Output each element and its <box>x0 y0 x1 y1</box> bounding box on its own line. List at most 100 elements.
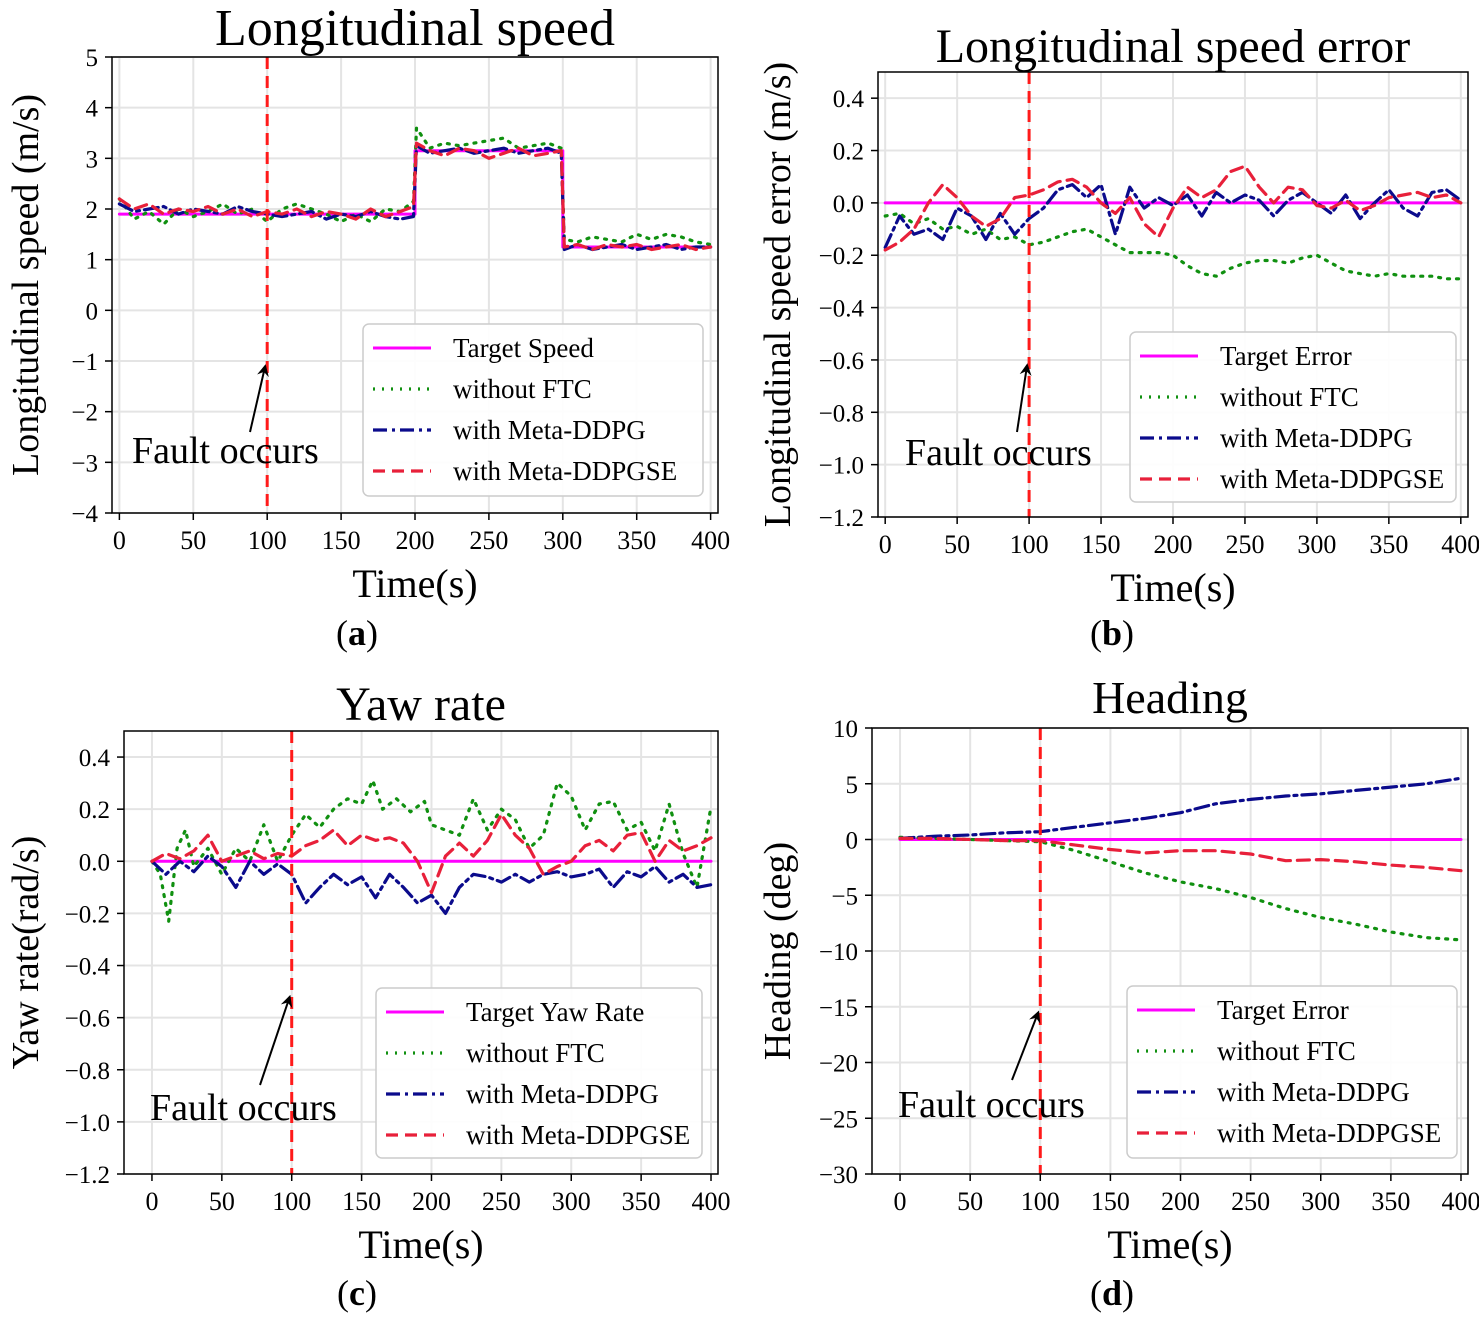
y-tick-label: −0.8 <box>819 400 864 427</box>
x-tick-label: 200 <box>1154 530 1193 559</box>
y-tick-label: −20 <box>819 1051 858 1078</box>
x-tick-label: 100 <box>248 526 287 555</box>
caption-b: (b) <box>1089 613 1135 653</box>
y-tick-label: −10 <box>819 939 858 966</box>
x-tick-label: 100 <box>1010 530 1049 559</box>
legend-label: with Meta-DDPG <box>453 415 646 445</box>
annotation-fault-occurs: Fault occurs <box>905 432 1092 474</box>
y-tick-label: 0.4 <box>79 745 111 772</box>
y-tick-label: −5 <box>831 883 858 910</box>
x-tick-label: 0 <box>879 530 892 559</box>
x-tick-label: 50 <box>957 1187 983 1216</box>
legend-box <box>1126 985 1458 1159</box>
x-tick-label: 350 <box>617 526 656 555</box>
y-tick-label: 0 <box>86 298 99 325</box>
chart-c: 0 50 100 150 200 250 300 350 400 −1.2 −1.0 −0.8 −0.6… <box>5 678 731 1267</box>
legend-label: without FTC <box>1217 1036 1356 1066</box>
chart-a: 0 50 100 150 200 250 300 350 400 −4 −3 −2 −1 0 1 2 3 4 5 Lo… <box>5 0 730 606</box>
series-with-meta-ddpgse <box>150 812 713 895</box>
x-tick-label: 350 <box>622 1187 661 1216</box>
series-with-meta-ddpg <box>150 854 713 916</box>
chart-title: Longitudinal speed error <box>936 20 1411 73</box>
y-tick-label: 5 <box>846 772 859 799</box>
legend-label: with Meta-DDPGSE <box>1217 1118 1441 1148</box>
x-tick-label: 100 <box>272 1187 311 1216</box>
series-without-ftc <box>150 778 713 923</box>
x-tick-label: 50 <box>209 1187 235 1216</box>
series-with-meta-ddpg <box>898 776 1463 841</box>
legend-label: with Meta-DDPGSE <box>1220 464 1444 494</box>
y-tick-label: 0.2 <box>833 139 864 166</box>
x-tick-label: 0 <box>145 1187 158 1216</box>
x-axis-label: Time(s) <box>1107 1222 1232 1267</box>
y-tick-label: −30 <box>819 1162 858 1189</box>
legend: Target Error without FTC with Meta-DDPG wit… <box>1126 985 1458 1159</box>
x-tick-label: 300 <box>1297 530 1336 559</box>
y-tick-label: 0 <box>846 828 859 855</box>
x-axis-label: Time(s) <box>1110 565 1235 610</box>
y-tick-label: −0.6 <box>819 348 864 375</box>
legend-label: Target Speed <box>453 333 594 363</box>
x-tick-label: 250 <box>1231 1187 1270 1216</box>
y-tick-label: 0.4 <box>833 86 865 113</box>
legend-label: with Meta-DDPGSE <box>466 1120 690 1150</box>
x-tick-label: 150 <box>1091 1187 1130 1216</box>
x-tick-label: 400 <box>691 526 730 555</box>
legend-label: without FTC <box>466 1038 605 1068</box>
y-axis-label: Longitudinal speed error (m/s) <box>757 62 799 527</box>
legend-label: without FTC <box>453 374 592 404</box>
y-tick-label: −0.4 <box>65 954 111 981</box>
series-with-meta-ddpgse <box>883 164 1463 252</box>
series-without-ftc <box>117 126 713 247</box>
chart-b: 0 50 100 150 200 250 300 350 400 −1.2 −1.0 −0.8 −0.6… <box>757 20 1479 610</box>
y-tick-label: −0.6 <box>65 1006 110 1033</box>
x-tick-label: 0 <box>113 526 126 555</box>
annotation-fault-occurs: Fault occurs <box>150 1087 337 1129</box>
y-tick-label: −1 <box>71 349 98 376</box>
legend-label: with Meta-DDPG <box>466 1079 659 1109</box>
y-axis-label: Yaw rate(rad/s) <box>5 836 47 1070</box>
y-tick-label: −1.0 <box>819 453 864 480</box>
x-tick-label: 50 <box>944 530 970 559</box>
y-tick-label: −25 <box>819 1106 858 1133</box>
x-tick-label: 50 <box>180 526 206 555</box>
legend: Target Speed without FTC with Meta-DDPG wit… <box>362 323 704 497</box>
annotation-arrow <box>1016 363 1032 433</box>
legend-box <box>375 987 703 1159</box>
y-tick-label: −15 <box>819 995 858 1022</box>
x-tick-label: 150 <box>342 1187 381 1216</box>
y-tick-label: 2 <box>86 197 99 224</box>
x-tick-label: 400 <box>692 1187 731 1216</box>
plot-frame <box>123 730 719 1175</box>
y-tick-label: 4 <box>86 96 99 123</box>
x-tick-label: 400 <box>1441 1187 1479 1216</box>
legend-label: with Meta-DDPG <box>1217 1077 1410 1107</box>
x-tick-label: 400 <box>1441 530 1479 559</box>
y-tick-label: −1.2 <box>819 505 864 532</box>
y-tick-label: 10 <box>833 716 858 743</box>
x-tick-label: 350 <box>1371 1187 1410 1216</box>
series-with-meta-ddpg <box>883 183 1463 249</box>
y-tick-label: −3 <box>71 450 98 477</box>
legend-label: Target Error <box>1217 995 1349 1025</box>
y-tick-label: 3 <box>86 146 99 173</box>
y-tick-label: 1 <box>86 248 99 275</box>
y-tick-label: 0.0 <box>79 849 110 876</box>
series-with-meta-ddpgse <box>117 141 713 252</box>
x-tick-label: 300 <box>543 526 582 555</box>
annotation-arrow <box>1011 1010 1041 1081</box>
x-tick-label: 100 <box>1021 1187 1060 1216</box>
caption-c: (c) <box>337 1273 377 1313</box>
y-tick-label: −2 <box>71 400 98 427</box>
x-axis-label: Time(s) <box>358 1222 483 1267</box>
chart-title: Longitudinal speed <box>215 0 615 57</box>
y-tick-label: −4 <box>71 501 98 528</box>
legend-label: Target Error <box>1220 341 1352 371</box>
x-tick-label: 250 <box>482 1187 521 1216</box>
legend: Target Error without FTC with Meta-DDPG wit… <box>1129 331 1457 503</box>
legend-label: without FTC <box>1220 382 1359 412</box>
y-axis-label: Heading (deg) <box>757 842 799 1060</box>
y-tick-label: −1.2 <box>65 1162 110 1189</box>
series-without-ftc <box>883 211 1463 281</box>
